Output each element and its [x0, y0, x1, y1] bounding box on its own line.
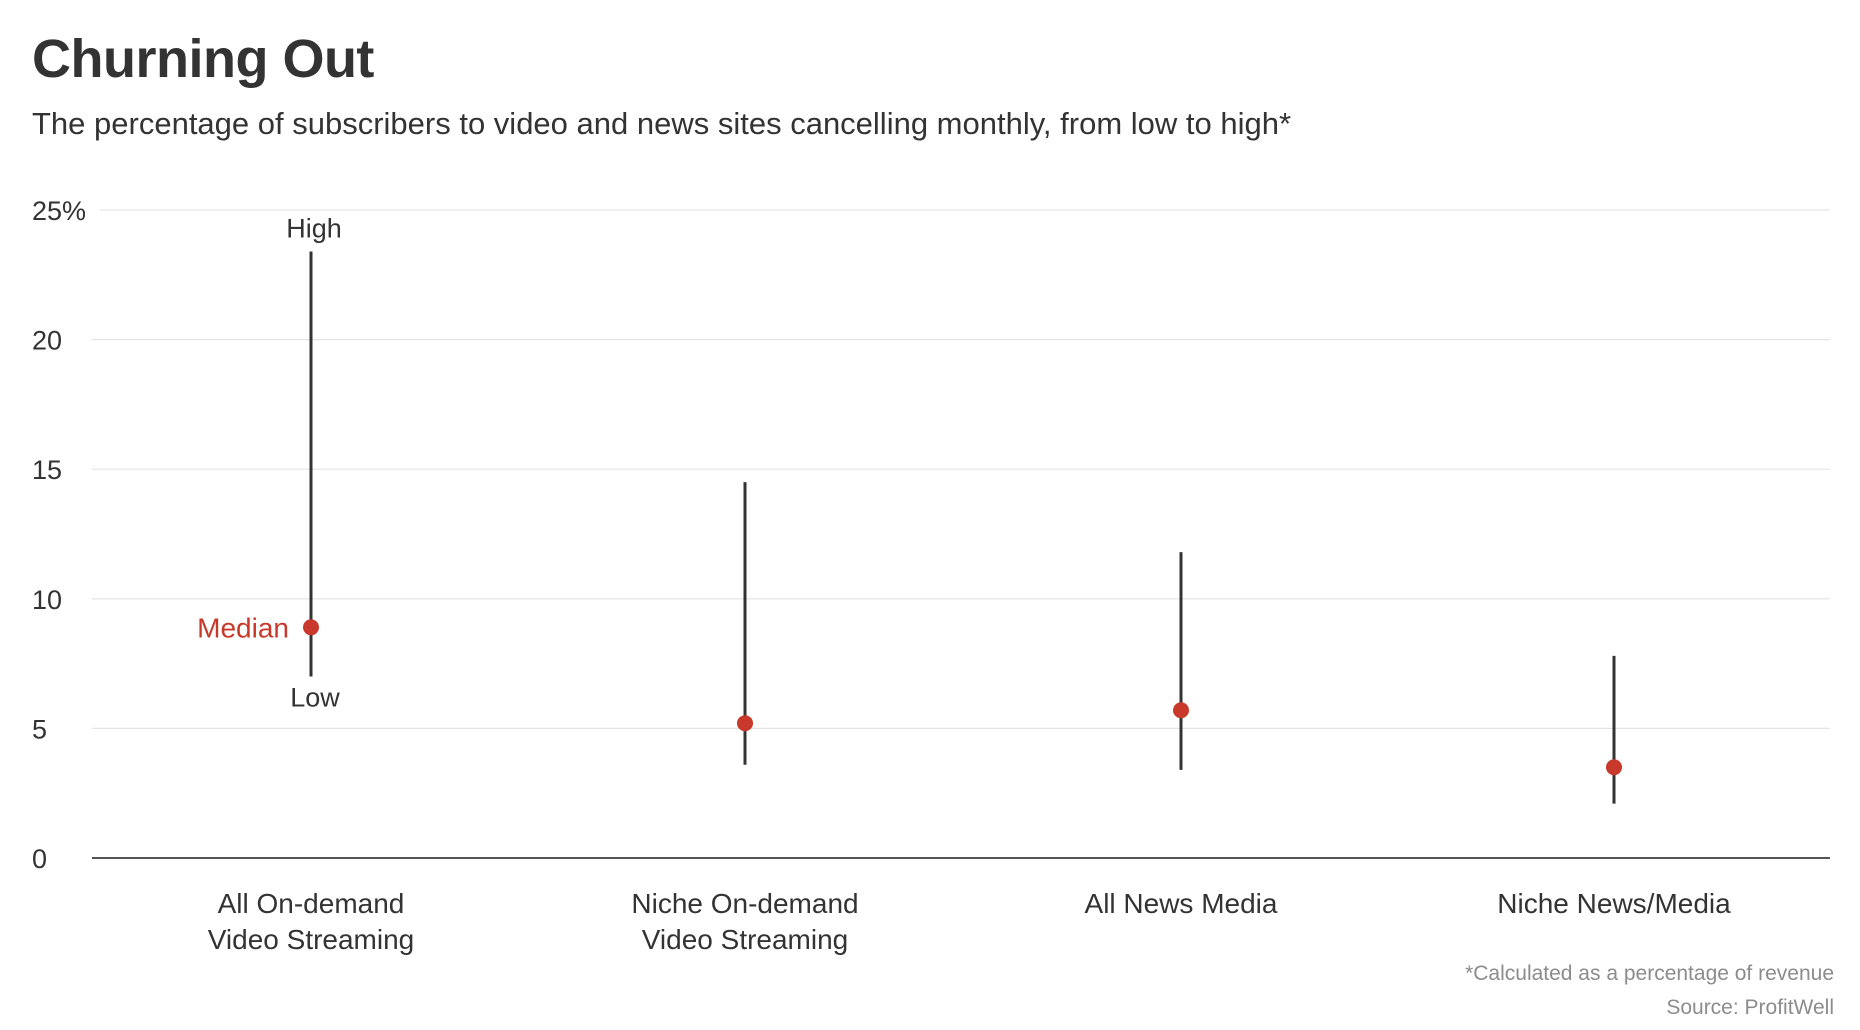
y-tick-label: 15: [32, 455, 62, 485]
median-dot: [1173, 702, 1189, 719]
median-annotation: Median: [197, 612, 289, 643]
median-dot: [1606, 759, 1622, 776]
y-tick-label: 20: [32, 326, 62, 356]
x-axis-category-labels: All On-demand Video Streaming Niche On-dem…: [208, 888, 1731, 955]
footnote: *Calculated as a percentage of revenue: [1465, 962, 1834, 985]
median-dot: [737, 715, 753, 732]
high-annotation: High: [286, 213, 342, 243]
chart-subtitle: The percentage of subscribers to video a…: [32, 106, 1292, 141]
median-dots: [303, 619, 1622, 776]
x-category-label: All On-demand Video Streaming: [208, 888, 415, 955]
low-annotation: Low: [290, 683, 340, 713]
y-tick-label: 10: [32, 585, 62, 615]
y-tick-label: 0: [32, 844, 47, 874]
x-category-label: All News Media: [1085, 888, 1278, 919]
x-category-label: Niche News/Media: [1497, 888, 1731, 919]
source-note: Source: ProfitWell: [1666, 996, 1834, 1019]
range-lines: [309, 251, 1616, 804]
y-axis-tick-labels: 0 5 10 15 20 25%: [32, 196, 86, 874]
y-tick-label: 5: [32, 714, 47, 744]
median-dot: [303, 619, 319, 636]
annotations: High Low Median: [197, 213, 342, 712]
x-category-label: Niche On-demand Video Streaming: [631, 888, 858, 955]
gridlines: [92, 209, 1830, 859]
y-tick-label: 25%: [32, 196, 86, 226]
chart-title: Churning Out: [32, 29, 374, 89]
